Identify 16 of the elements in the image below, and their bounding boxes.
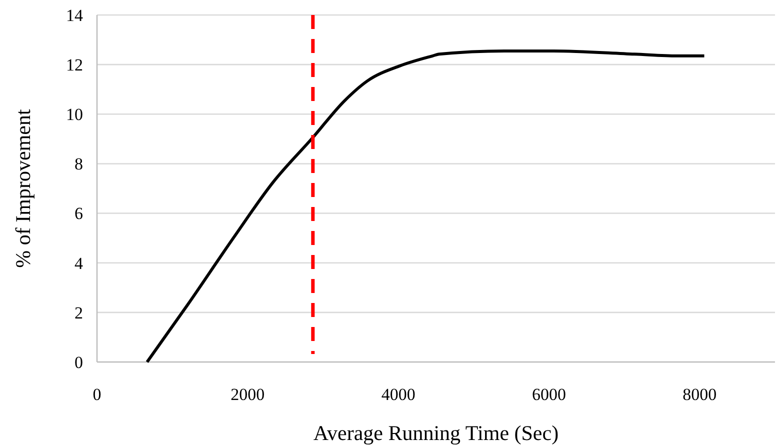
x-tick-label: 4000 (381, 385, 416, 404)
y-tick-label: 12 (66, 56, 83, 75)
y-tick-label: 6 (74, 204, 83, 224)
x-axis-title: Average Running Time (Sec) (313, 421, 559, 445)
x-tick-label: 6000 (532, 385, 566, 404)
line-series (146, 49, 706, 364)
x-tick-label: 0 (92, 385, 102, 404)
y-tick-label: 14 (66, 6, 84, 25)
x-tick-label: 2000 (230, 385, 265, 404)
y-tick-label: 0 (74, 352, 83, 372)
x-tick-label: 8000 (682, 385, 717, 404)
y-tick-label: 10 (66, 105, 83, 124)
y-tick-label: 4 (74, 254, 84, 273)
y-tick-label: 8 (74, 154, 83, 174)
y-tick-label: 2 (74, 303, 83, 322)
y-axis-title: % of Improvement (11, 109, 35, 268)
